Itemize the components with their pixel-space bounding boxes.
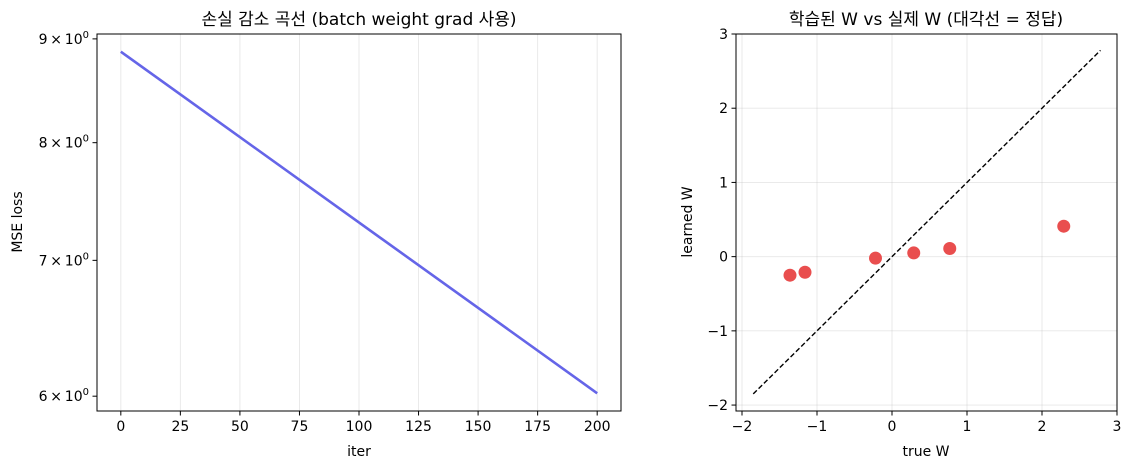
loss-curve-plot: 0 25 50 75 100 125 150 175 200 6 × 100 7 × 100 8 × …: [10, 10, 622, 460]
scatter-point: [1057, 219, 1071, 233]
y-tick-label: −2: [707, 398, 728, 414]
scatter-plot-ticks: −2 −1 0 1 2 3 −2 −1 0 1 2 3: [707, 27, 1121, 435]
y-tick-label: −1: [707, 324, 728, 340]
loss-plot-ylabel: MSE loss: [10, 191, 26, 252]
y-tick-label: 9 × 100: [39, 30, 89, 48]
scatter-plot-ylabel: learned W: [680, 186, 696, 257]
y-tick-label: 2: [719, 101, 728, 117]
x-tick-label: 25: [171, 419, 189, 435]
scatter-point: [798, 265, 812, 279]
scatter-plot-marks: [752, 49, 1101, 395]
y-tick-label: 6 × 100: [39, 387, 89, 405]
loss-series-line: [120, 50, 598, 395]
diagonal-reference-line: [752, 49, 1101, 395]
y-tick-label: 1: [719, 175, 728, 191]
x-tick-label: 150: [465, 419, 492, 435]
x-tick-label: 75: [291, 419, 309, 435]
x-tick-label: 0: [116, 419, 125, 435]
scatter-point: [943, 241, 957, 255]
y-tick-label: 8 × 100: [39, 134, 89, 152]
x-tick-label: −2: [732, 419, 753, 435]
scatter-plot-xlabel: true W: [902, 444, 949, 460]
loss-plot-title: 손실 감소 곡선 (batch weight grad 사용): [201, 10, 516, 30]
scatter-point: [783, 268, 797, 282]
weights-scatter-plot: −2 −1 0 1 2 3 −2 −1 0 1 2 3 학습된 W vs 실제 W (대각선 = 정답…: [680, 10, 1121, 460]
scatter-point: [907, 246, 921, 260]
scatter-point: [869, 251, 882, 265]
scatter-plot-frame: [735, 33, 1118, 412]
x-tick-label: 200: [584, 419, 611, 435]
x-tick-label: 1: [963, 419, 972, 435]
loss-plot-ticks: 0 25 50 75 100 125 150 175 200 6 × 100 7 × 100 8 × …: [39, 30, 611, 435]
loss-plot-xlabel: iter: [347, 444, 371, 460]
x-tick-label: 2: [1038, 419, 1047, 435]
scatter-plot-title: 학습된 W vs 실제 W (대각선 = 정답): [789, 10, 1063, 30]
loss-plot-marks: [120, 50, 598, 395]
x-tick-label: 175: [524, 419, 551, 435]
x-tick-label: 50: [231, 419, 249, 435]
y-tick-label: 7 × 100: [39, 251, 89, 269]
y-tick-label: 0: [719, 250, 728, 266]
x-tick-label: 100: [346, 419, 373, 435]
x-tick-label: 125: [405, 419, 432, 435]
y-tick-label: 3: [719, 27, 728, 43]
x-tick-label: 3: [1113, 419, 1122, 435]
x-tick-label: 0: [888, 419, 897, 435]
x-tick-label: −1: [807, 419, 828, 435]
